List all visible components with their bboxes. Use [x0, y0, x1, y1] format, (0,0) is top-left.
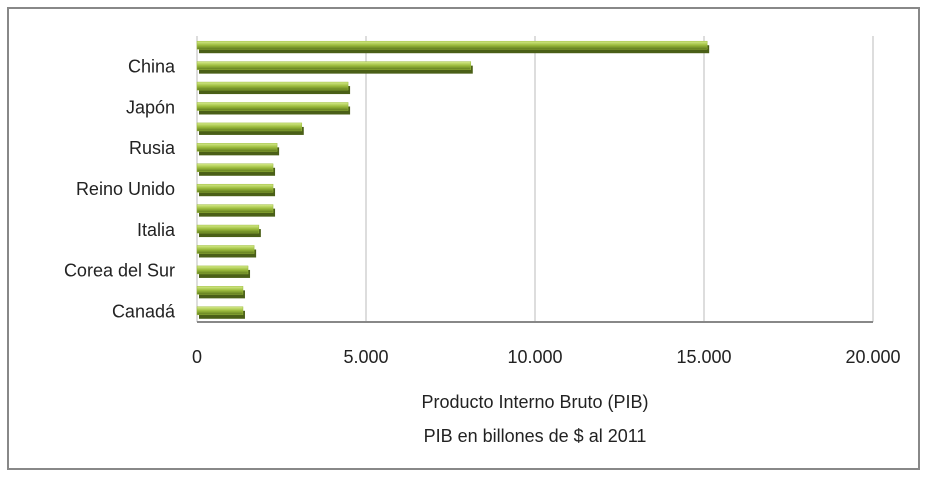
bar	[196, 40, 708, 50]
y-tick-label: Corea del Sur	[64, 261, 175, 281]
bar	[196, 204, 274, 213]
y-tick-label: Canadá	[112, 302, 176, 322]
x-tick-label: 15.000	[676, 347, 731, 367]
y-tick-label: Reino Unido	[76, 179, 175, 199]
x-axis-subtitle: PIB en billones de $ al 2011	[424, 426, 647, 446]
x-tick-label: 10.000	[507, 347, 562, 367]
bar	[196, 122, 303, 132]
bar	[196, 224, 260, 234]
y-tick-label: Italia	[137, 220, 176, 240]
x-axis-title: Producto Interno Bruto (PIB)	[421, 392, 648, 412]
bar	[196, 286, 244, 295]
chart-frame	[7, 7, 920, 470]
bar	[196, 143, 278, 152]
y-tick-label: Rusia	[129, 138, 176, 158]
y-tick-label: China	[128, 56, 176, 76]
bar	[196, 61, 472, 70]
bar	[196, 163, 274, 173]
x-tick-label: 20.000	[845, 347, 900, 367]
x-tick-label: 0	[192, 347, 202, 367]
bar	[196, 183, 274, 193]
y-tick-label: Japón	[126, 97, 175, 117]
bar	[196, 265, 249, 275]
bar	[196, 306, 244, 316]
x-tick-label: 5.000	[343, 347, 388, 367]
bar	[196, 81, 349, 91]
bar	[196, 102, 349, 111]
bar	[196, 245, 255, 254]
